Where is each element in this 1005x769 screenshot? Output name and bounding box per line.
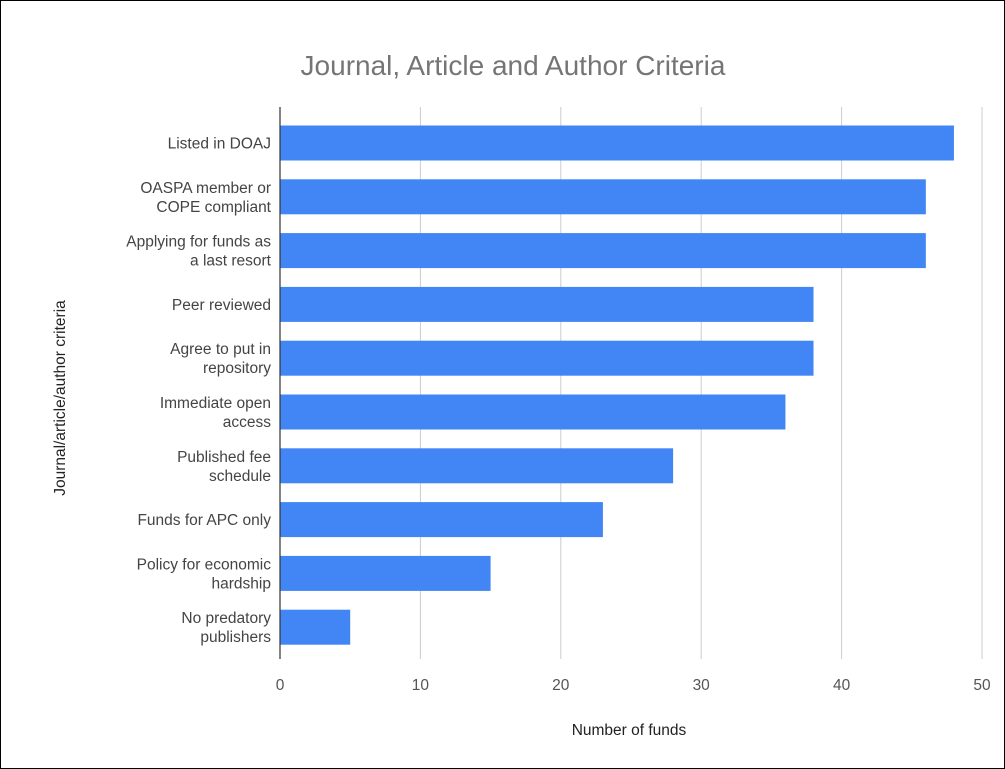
x-tick-labels: 0 10 20 30 40 50: [276, 677, 991, 694]
category-label: COPE compliant: [156, 199, 271, 216]
x-tick-label: 10: [412, 677, 430, 694]
category-label: repository: [203, 360, 271, 377]
bar: [280, 609, 351, 645]
category-label: Applying for funds as: [126, 234, 271, 251]
bar: [280, 286, 814, 322]
category-label: Policy for economic: [137, 556, 272, 573]
bars: [280, 125, 954, 645]
category-label: Peer reviewed: [172, 297, 271, 314]
y-axis-title: Journal/article/author criteria: [52, 300, 69, 496]
category-label: publishers: [200, 629, 271, 646]
category-label: schedule: [209, 468, 271, 485]
bar: [280, 340, 814, 376]
x-axis-title: Number of funds: [572, 722, 687, 739]
bar: [280, 394, 786, 430]
x-tick-label: 0: [276, 677, 285, 694]
x-tick-label: 20: [552, 677, 570, 694]
x-tick-label: 50: [973, 677, 991, 694]
chart-title: Journal, Article and Author Criteria: [301, 50, 726, 81]
bar: [280, 233, 926, 269]
x-tick-label: 30: [693, 677, 711, 694]
category-label: Funds for APC only: [137, 512, 271, 529]
bar: [280, 448, 674, 484]
bar: [280, 179, 926, 215]
category-label: Immediate open: [160, 395, 271, 412]
x-tick-label: 40: [833, 677, 851, 694]
bar: [280, 502, 603, 538]
category-label: Published fee: [177, 449, 271, 466]
category-labels: Listed in DOAJ OASPA member or COPE compli…: [126, 136, 271, 647]
bar: [280, 555, 491, 591]
category-label: Listed in DOAJ: [168, 136, 271, 153]
category-label: OASPA member or: [140, 180, 271, 197]
category-label: access: [223, 414, 271, 431]
category-label: a last resort: [190, 253, 272, 270]
bar: [280, 125, 954, 161]
category-label: No predatory: [181, 610, 271, 627]
category-label: Agree to put in: [170, 341, 271, 358]
category-label: hardship: [212, 575, 271, 592]
